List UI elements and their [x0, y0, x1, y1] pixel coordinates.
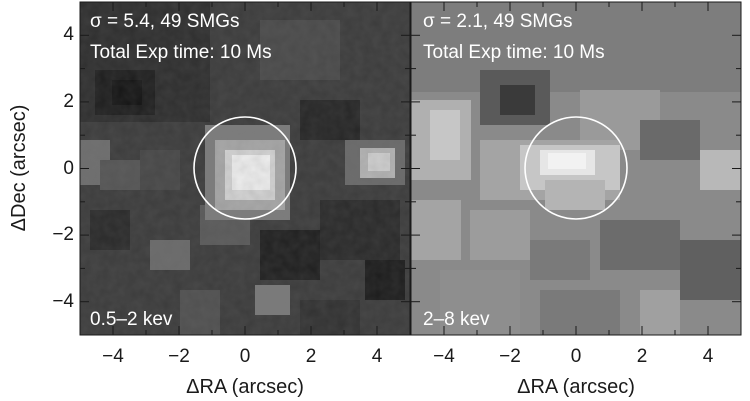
x-tick-label: −2 — [499, 346, 521, 367]
band-label: 2–8 kev — [423, 309, 490, 330]
panel-hard-pixels — [411, 2, 741, 335]
source-aperture-circle — [193, 116, 297, 220]
x-tick-label: 2 — [637, 346, 648, 367]
exposure-label: Total Exp time: 10 Ms — [90, 42, 272, 63]
band-label: 0.5–2 kev — [90, 309, 173, 330]
x-tick-label: 4 — [703, 346, 714, 367]
source-aperture-circle — [524, 116, 628, 220]
y-axis-title: ΔDec (arcsec) — [8, 105, 30, 232]
y-tick-label: 2 — [63, 91, 74, 112]
x-tick-label: −2 — [168, 346, 190, 367]
x-axis-title: ΔRA (arcsec) — [517, 376, 635, 398]
y-tick-label: −2 — [52, 224, 74, 245]
panel-soft: σ = 5.4, 49 SMGs Total Exp time: 10 Ms 0… — [80, 2, 410, 335]
x-tick-label: 4 — [372, 346, 383, 367]
y-tick-label: 0 — [63, 158, 74, 179]
stats-label: σ = 5.4, 49 SMGs — [90, 11, 240, 32]
x-tick-labels-soft: −4 −2 0 2 4 — [102, 346, 383, 367]
x-tick-labels-hard: −4 −2 0 2 4 — [433, 346, 714, 367]
stats-label: σ = 2.1, 49 SMGs — [423, 11, 573, 32]
x-tick-label: 0 — [240, 346, 251, 367]
y-tick-label: −4 — [52, 291, 74, 312]
x-axis-title: ΔRA (arcsec) — [186, 376, 304, 398]
x-tick-label: 0 — [571, 346, 582, 367]
tick-marks — [79, 1, 742, 336]
y-tick-label: 4 — [63, 24, 74, 45]
panel-hard: σ = 2.1, 49 SMGs Total Exp time: 10 Ms 2… — [411, 2, 741, 335]
y-tick-labels: 4 2 0 −2 −4 — [52, 24, 74, 312]
x-tick-label: 2 — [306, 346, 317, 367]
exposure-label: Total Exp time: 10 Ms — [423, 42, 605, 63]
x-tick-label: −4 — [102, 346, 124, 367]
x-tick-label: −4 — [433, 346, 455, 367]
